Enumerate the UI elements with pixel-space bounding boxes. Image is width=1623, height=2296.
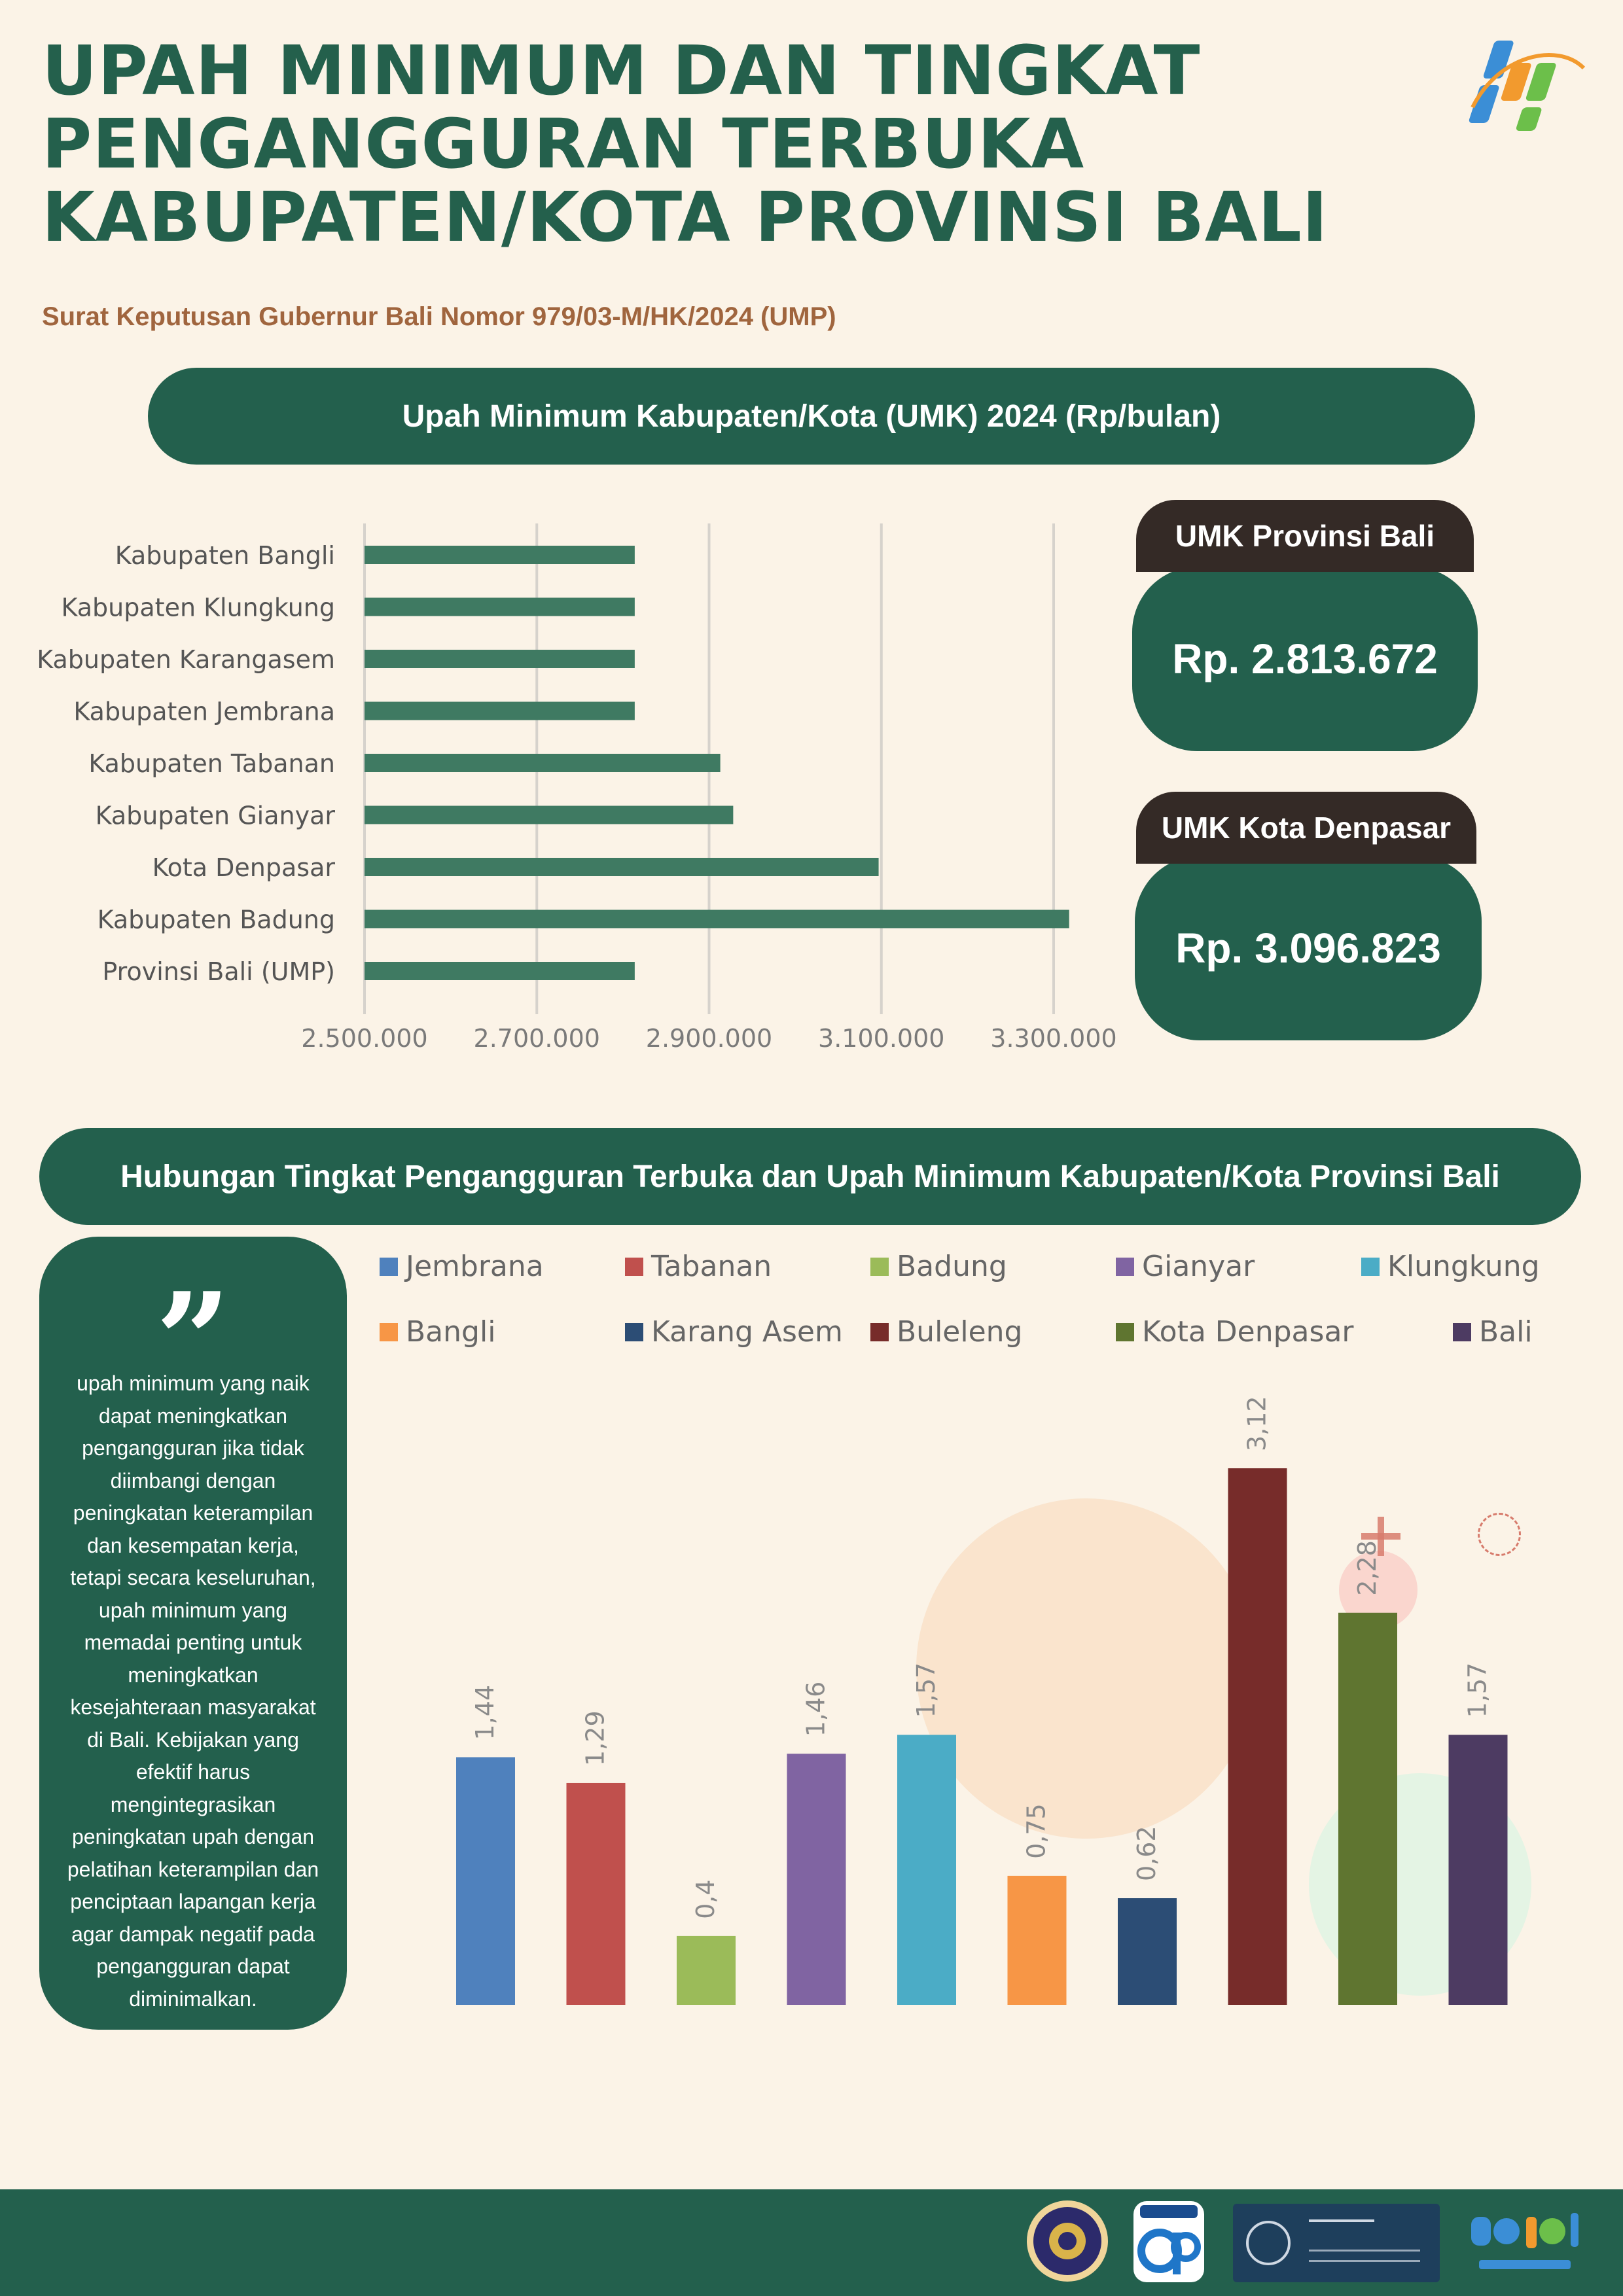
category-label: Kabupaten Tabanan <box>88 749 335 778</box>
legend-swatch <box>1116 1258 1134 1276</box>
data-label: 0,75 <box>1022 1803 1051 1859</box>
section-heading-hubungan: Hubungan Tingkat Pengangguran Terbuka da… <box>39 1128 1581 1225</box>
column-bar <box>1118 1898 1177 2005</box>
umk-bar-chart: 2.500.000 2.700.000 2.900.000 3.100.000 3.30… <box>37 523 1117 1053</box>
data-label: 1,46 <box>802 1682 830 1737</box>
category-label: Kabupaten Gianyar <box>96 802 336 830</box>
umk-denpasar-card: Rp. 3.096.823 <box>1135 856 1482 1040</box>
umk-provinsi-tab: UMK Provinsi Bali <box>1136 500 1474 572</box>
legend-swatch <box>1361 1258 1380 1276</box>
legend-label: Kota Denpasar <box>1142 1315 1354 1349</box>
pojok-statistik-logo-icon <box>1471 2213 1578 2269</box>
data-label: 3,12 <box>1243 1396 1272 1451</box>
category-label: Kabupaten Karangasem <box>37 645 335 674</box>
quote-text: upah minimum yang naik dapat meningkatka… <box>67 1371 319 2011</box>
legend-label: Klungkung <box>1387 1250 1540 1283</box>
data-label: 0,62 <box>1132 1826 1161 1881</box>
ep-umm-logo-icon <box>1133 2201 1204 2282</box>
category-label: Kabupaten Klungkung <box>62 593 335 622</box>
x-tick-label: 2.900.000 <box>646 1024 772 1053</box>
background-ring <box>1478 1513 1521 1556</box>
x-tick-label: 3.300.000 <box>990 1024 1116 1053</box>
university-seal-icon <box>1027 2200 1108 2282</box>
page-title: UPAH MINIMUM DAN TINGKAT PENGANGGURAN TE… <box>42 34 1449 254</box>
bps-logo-icon <box>1469 41 1586 131</box>
data-label: 1,29 <box>581 1710 610 1766</box>
legend-swatch <box>380 1323 398 1341</box>
umk-provinsi-value: Rp. 2.813.672 <box>1172 635 1438 682</box>
legend-swatch <box>1453 1323 1471 1341</box>
column-bar <box>456 1757 515 2005</box>
x-tick-label: 2.500.000 <box>301 1024 427 1053</box>
data-label: 1,44 <box>471 1685 499 1740</box>
column-bar <box>1448 1735 1508 2005</box>
umk-denpasar-value: Rp. 3.096.823 <box>1175 925 1441 972</box>
legend-label: Bangli <box>406 1315 495 1349</box>
section-heading-umk: Upah Minimum Kabupaten/Kota (UMK) 2024 (… <box>148 368 1475 465</box>
legend-label: Buleleng <box>897 1315 1022 1349</box>
category-label: Provinsi Bali (UMP) <box>102 957 335 986</box>
legend-swatch <box>870 1258 889 1276</box>
title-line: PENGANGGURAN TERBUKA <box>42 104 1085 184</box>
column-bar <box>1338 1612 1397 2005</box>
data-label: 0,4 <box>691 1879 720 1918</box>
umk-bar <box>365 910 1069 928</box>
legend-swatch <box>625 1323 643 1341</box>
umk-bar <box>365 650 635 668</box>
category-label: Kabupaten Bangli <box>115 541 335 570</box>
column-bar <box>566 1782 626 2005</box>
title-line: UPAH MINIMUM DAN TINGKAT <box>42 31 1201 111</box>
legend-label: Jembrana <box>404 1250 544 1283</box>
umk-denpasar-tab: UMK Kota Denpasar <box>1136 792 1476 864</box>
data-label: 2,28 <box>1353 1540 1382 1596</box>
footer <box>0 2189 1623 2296</box>
category-label: Kabupaten Badung <box>98 906 335 934</box>
quote-box: ” upah minimum yang naik dapat meningkat… <box>39 1237 347 2030</box>
legend-swatch <box>380 1258 398 1276</box>
subtitle: Surat Keputusan Gubernur Bali Nomor 979/… <box>42 302 836 331</box>
legend-label: Bali <box>1479 1315 1533 1349</box>
umk-provinsi-card: Rp. 2.813.672 <box>1132 567 1478 751</box>
data-label: 1,57 <box>912 1663 940 1718</box>
legend-label: Gianyar <box>1142 1250 1255 1283</box>
legend-label: Karang Asem <box>651 1315 843 1349</box>
lab-ekonomi-logo-icon <box>1233 2204 1440 2282</box>
umk-bar <box>365 858 879 876</box>
umk-bar <box>365 597 635 616</box>
column-bar <box>897 1735 956 2005</box>
title-line: KABUPATEN/KOTA PROVINSI BALI <box>42 177 1329 257</box>
background-blob <box>916 1498 1257 1839</box>
legend-label: Tabanan <box>651 1250 772 1283</box>
legend-label: Badung <box>897 1250 1007 1283</box>
column-bar <box>1007 1875 1067 2005</box>
legend-swatch <box>625 1258 643 1276</box>
legend-swatch <box>870 1323 889 1341</box>
category-label: Kabupaten Jembrana <box>73 698 335 726</box>
umk-bar <box>365 546 635 564</box>
x-tick-label: 3.100.000 <box>818 1024 944 1053</box>
category-label: Kota Denpasar <box>152 853 336 882</box>
plus-decoration <box>1361 1517 1400 1556</box>
data-label: 1,57 <box>1463 1663 1492 1718</box>
quote-mark-icon: ” <box>155 1264 231 1418</box>
umk-bar <box>365 962 635 980</box>
column-bar <box>1228 1468 1287 2005</box>
umk-bar <box>365 805 734 824</box>
umk-bar <box>365 754 721 772</box>
umk-bar <box>365 701 635 720</box>
x-tick-label: 2.700.000 <box>474 1024 600 1053</box>
tpt-column-chart: Jembrana Tabanan Badung Gianyar Klungkung Ban… <box>380 1250 1540 2005</box>
legend-swatch <box>1116 1323 1134 1341</box>
column-bar <box>787 1754 846 2005</box>
column-bar <box>677 1935 736 2005</box>
